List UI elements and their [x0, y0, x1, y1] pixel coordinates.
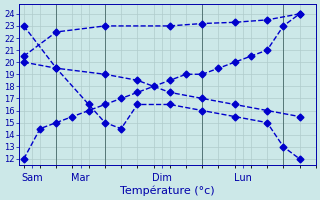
- X-axis label: Température (°c): Température (°c): [120, 185, 215, 196]
